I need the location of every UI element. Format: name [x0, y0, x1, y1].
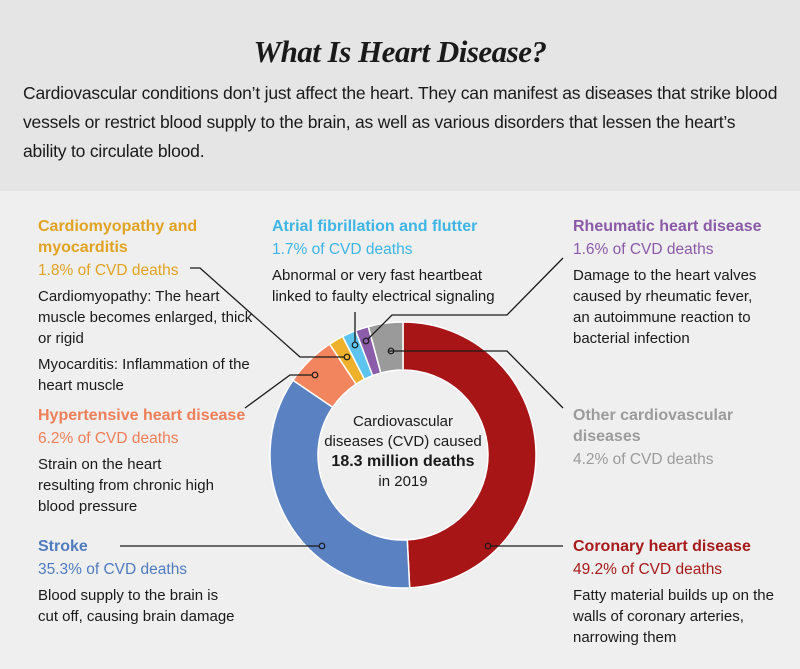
leader-dot	[484, 542, 492, 550]
label-cardiomyopathy: Cardiomyopathy and myocarditis 1.8% of C…	[38, 216, 252, 401]
label-pct: 4.2% of CVD deaths	[573, 451, 714, 468]
leader-dot	[318, 542, 326, 550]
label-title: Stroke	[38, 538, 88, 555]
label-desc: Strain on the heart resulting from chron…	[38, 456, 214, 515]
donut-center-text: Cardiovascular diseases (CVD) caused 18.…	[313, 412, 493, 492]
label-desc: Fatty material builds up on the walls of…	[573, 587, 774, 646]
label-stroke: Stroke 35.3% of CVD deaths Blood supply …	[38, 536, 238, 632]
page-title: What Is Heart Disease?	[253, 34, 548, 69]
label-coronary: Coronary heart disease 49.2% of CVD deat…	[573, 536, 783, 653]
label-pct: 1.7% of CVD deaths	[272, 241, 413, 258]
leader-dot	[343, 353, 351, 361]
label-pct: 35.3% of CVD deaths	[38, 561, 188, 578]
label-other: Other cardiovascular diseases 4.2% of CV…	[573, 405, 763, 475]
donut-slice-other-cardiovascular-diseases	[367, 321, 404, 374]
label-rheumatic: Rheumatic heart disease 1.6% of CVD deat…	[573, 216, 773, 354]
label-desc: Cardiomyopathy: The heart muscle becomes…	[38, 288, 253, 347]
donut-slice-stroke	[269, 379, 411, 589]
center-line: in 2019	[378, 473, 428, 490]
header-panel: What Is Heart Disease? Cardiovascular co…	[0, 0, 800, 191]
label-title: Rheumatic heart disease	[573, 218, 762, 235]
donut-slice-coronary-heart-disease	[402, 321, 537, 589]
label-pct: 1.8% of CVD deaths	[38, 262, 179, 279]
leader-hypertensive	[244, 374, 312, 409]
leader-dot	[387, 347, 395, 355]
label-desc: Damage to the heart valves caused by rhe…	[573, 267, 757, 347]
leader-dot	[351, 341, 359, 349]
label-pct: 49.2% of CVD deaths	[573, 561, 723, 578]
label-desc: Abnormal or very fast heartbeat linked t…	[272, 267, 495, 305]
label-title: Coronary heart disease	[573, 538, 751, 555]
label-desc: Blood supply to the brain is cut off, ca…	[38, 587, 235, 625]
center-line: diseases (CVD) caused	[324, 433, 482, 450]
label-desc: Myocarditis: Inflammation of the heart m…	[38, 356, 250, 394]
label-title: Cardiomyopathy and myocarditis	[38, 218, 198, 256]
label-pct: 1.6% of CVD deaths	[573, 241, 714, 258]
label-title: Hypertensive heart disease	[38, 407, 246, 424]
leader-rheumatic	[367, 257, 564, 340]
center-line: Cardiovascular	[352, 413, 454, 430]
label-hypertensive: Hypertensive heart disease 6.2% of CVD d…	[38, 405, 253, 522]
center-total: 18.3 million deaths	[331, 453, 475, 470]
label-atrial: Atrial fibrillation and flutter 1.7% of …	[272, 216, 512, 312]
leader-other	[389, 350, 564, 409]
label-title: Atrial fibrillation and flutter	[272, 218, 478, 235]
leader-dot	[362, 337, 370, 345]
label-pct: 6.2% of CVD deaths	[38, 430, 179, 447]
intro-text: Cardiovascular conditions don’t just aff…	[23, 83, 778, 161]
label-title: Other cardiovascular diseases	[573, 407, 734, 445]
leader-dot	[311, 371, 319, 379]
leader-cardiomyopathy	[190, 267, 344, 358]
